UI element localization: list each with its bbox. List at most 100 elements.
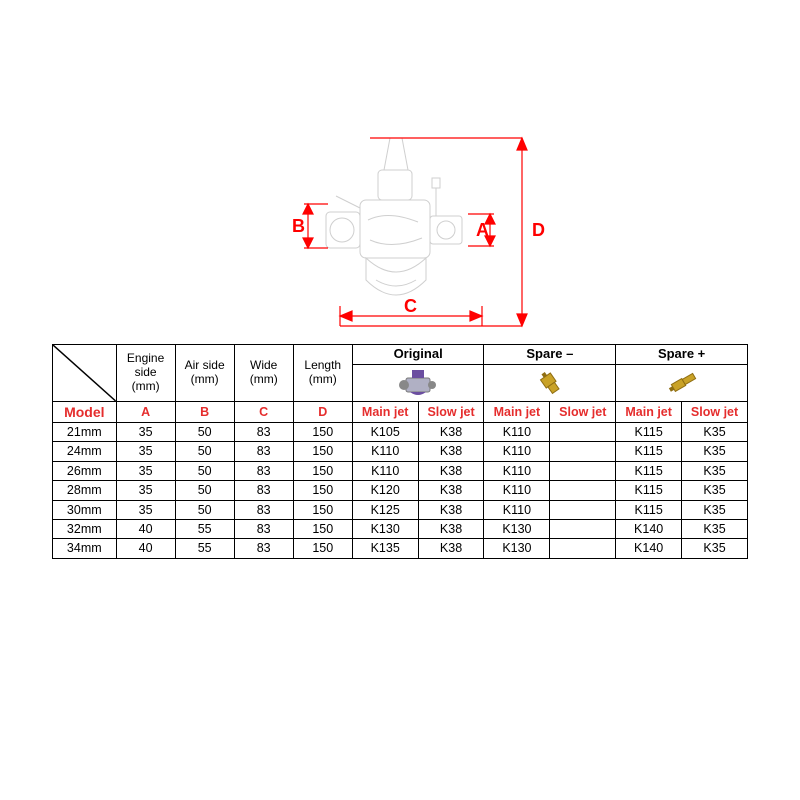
table-row: 26mm355083150K110K38K110K115K35 <box>53 461 748 480</box>
cell-sm-slow <box>550 423 616 442</box>
hdr-original: Original <box>352 345 484 365</box>
hdr-model: Model <box>53 401 117 422</box>
cell-orig-slow: K38 <box>418 481 484 500</box>
cell-sp-slow: K35 <box>682 461 748 480</box>
cell-d: 150 <box>293 423 352 442</box>
cell-sm-slow <box>550 500 616 519</box>
hdr-spare-minus: Spare – <box>484 345 616 365</box>
cell-c: 83 <box>234 519 293 538</box>
hdr-air-side: Air side (mm) <box>175 345 234 402</box>
table-row: 24mm355083150K110K38K110K115K35 <box>53 442 748 461</box>
page: B A C D Engine side (mm)Air side (mm)Wid… <box>0 0 800 800</box>
cell-sm-slow <box>550 539 616 558</box>
cell-orig-slow: K38 <box>418 519 484 538</box>
hdr-sp-slow: Slow jet <box>682 401 748 422</box>
cell-orig-slow: K38 <box>418 442 484 461</box>
cell-sp-main: K115 <box>616 481 682 500</box>
cell-sm-slow <box>550 519 616 538</box>
cell-d: 150 <box>293 539 352 558</box>
cell-d: 150 <box>293 461 352 480</box>
cell-model: 30mm <box>53 500 117 519</box>
cell-sp-main: K115 <box>616 500 682 519</box>
cell-sp-main: K140 <box>616 519 682 538</box>
hdr-orig-main: Main jet <box>352 401 418 422</box>
hdr-b: B <box>175 401 234 422</box>
cell-a: 40 <box>116 539 175 558</box>
cell-a: 35 <box>116 500 175 519</box>
cell-sp-slow: K35 <box>682 442 748 461</box>
cell-model: 24mm <box>53 442 117 461</box>
cell-model: 28mm <box>53 481 117 500</box>
cell-model: 26mm <box>53 461 117 480</box>
cell-d: 150 <box>293 481 352 500</box>
cell-c: 83 <box>234 423 293 442</box>
cell-orig-slow: K38 <box>418 423 484 442</box>
cell-sm-main: K110 <box>484 442 550 461</box>
hdr-spare-plus: Spare + <box>616 345 748 365</box>
cell-orig-main: K110 <box>352 461 418 480</box>
cell-a: 40 <box>116 519 175 538</box>
cell-sm-main: K110 <box>484 481 550 500</box>
cell-sm-main: K110 <box>484 423 550 442</box>
dim-label-d: D <box>532 220 545 240</box>
table-row-header-1: Engine side (mm)Air side (mm)Wide (mm)Le… <box>53 345 748 365</box>
table-row: 32mm405583150K130K38K130K140K35 <box>53 519 748 538</box>
cell-c: 83 <box>234 481 293 500</box>
table-row: 34mm405583150K135K38K130K140K35 <box>53 539 748 558</box>
cell-d: 150 <box>293 442 352 461</box>
cell-b: 50 <box>175 442 234 461</box>
cell-b: 50 <box>175 461 234 480</box>
cell-b: 55 <box>175 519 234 538</box>
cell-a: 35 <box>116 461 175 480</box>
cell-sp-main: K115 <box>616 442 682 461</box>
hdr-sm-slow: Slow jet <box>550 401 616 422</box>
cell-sp-slow: K35 <box>682 539 748 558</box>
cell-orig-slow: K38 <box>418 500 484 519</box>
table-row: 21mm355083150K105K38K110K115K35 <box>53 423 748 442</box>
spec-table-container: Engine side (mm)Air side (mm)Wide (mm)Le… <box>52 344 748 559</box>
cell-sm-slow <box>550 461 616 480</box>
hdr-length: Length (mm) <box>293 345 352 402</box>
cell-c: 83 <box>234 442 293 461</box>
cell-model: 21mm <box>53 423 117 442</box>
spec-table: Engine side (mm)Air side (mm)Wide (mm)Le… <box>52 344 748 559</box>
cell-b: 50 <box>175 481 234 500</box>
cell-sp-slow: K35 <box>682 519 748 538</box>
hdr-wide: Wide (mm) <box>234 345 293 402</box>
corner-cell <box>53 345 117 402</box>
cell-sm-slow <box>550 442 616 461</box>
hdr-engine-side: Engine side (mm) <box>116 345 175 402</box>
cell-c: 83 <box>234 539 293 558</box>
cell-orig-main: K110 <box>352 442 418 461</box>
cell-d: 150 <box>293 519 352 538</box>
cell-sm-main: K130 <box>484 539 550 558</box>
cell-a: 35 <box>116 481 175 500</box>
cell-sm-main: K130 <box>484 519 550 538</box>
cell-sm-main: K110 <box>484 461 550 480</box>
cell-orig-main: K135 <box>352 539 418 558</box>
hdr-orig-slow: Slow jet <box>418 401 484 422</box>
cell-b: 50 <box>175 500 234 519</box>
cell-model: 32mm <box>53 519 117 538</box>
cell-c: 83 <box>234 461 293 480</box>
cell-orig-main: K125 <box>352 500 418 519</box>
cell-sp-slow: K35 <box>682 500 748 519</box>
cell-sp-slow: K35 <box>682 481 748 500</box>
spare-plus-jet-icon <box>616 364 748 401</box>
cell-model: 34mm <box>53 539 117 558</box>
table-row: 30mm355083150K125K38K110K115K35 <box>53 500 748 519</box>
spare-minus-jet-icon <box>484 364 616 401</box>
cell-a: 35 <box>116 442 175 461</box>
dimensioned-diagram: B A C D <box>270 120 560 340</box>
table-row-header-3: ModelABCDMain jetSlow jetMain jetSlow je… <box>53 401 748 422</box>
cell-d: 150 <box>293 500 352 519</box>
cell-a: 35 <box>116 423 175 442</box>
hdr-sm-main: Main jet <box>484 401 550 422</box>
table-row: 28mm355083150K120K38K110 K115K35 <box>53 481 748 500</box>
dim-label-c: C <box>404 296 417 316</box>
hdr-c: C <box>234 401 293 422</box>
cell-b: 50 <box>175 423 234 442</box>
cell-orig-main: K120 <box>352 481 418 500</box>
dim-label-b: B <box>292 216 305 236</box>
dim-label-a: A <box>476 220 489 240</box>
